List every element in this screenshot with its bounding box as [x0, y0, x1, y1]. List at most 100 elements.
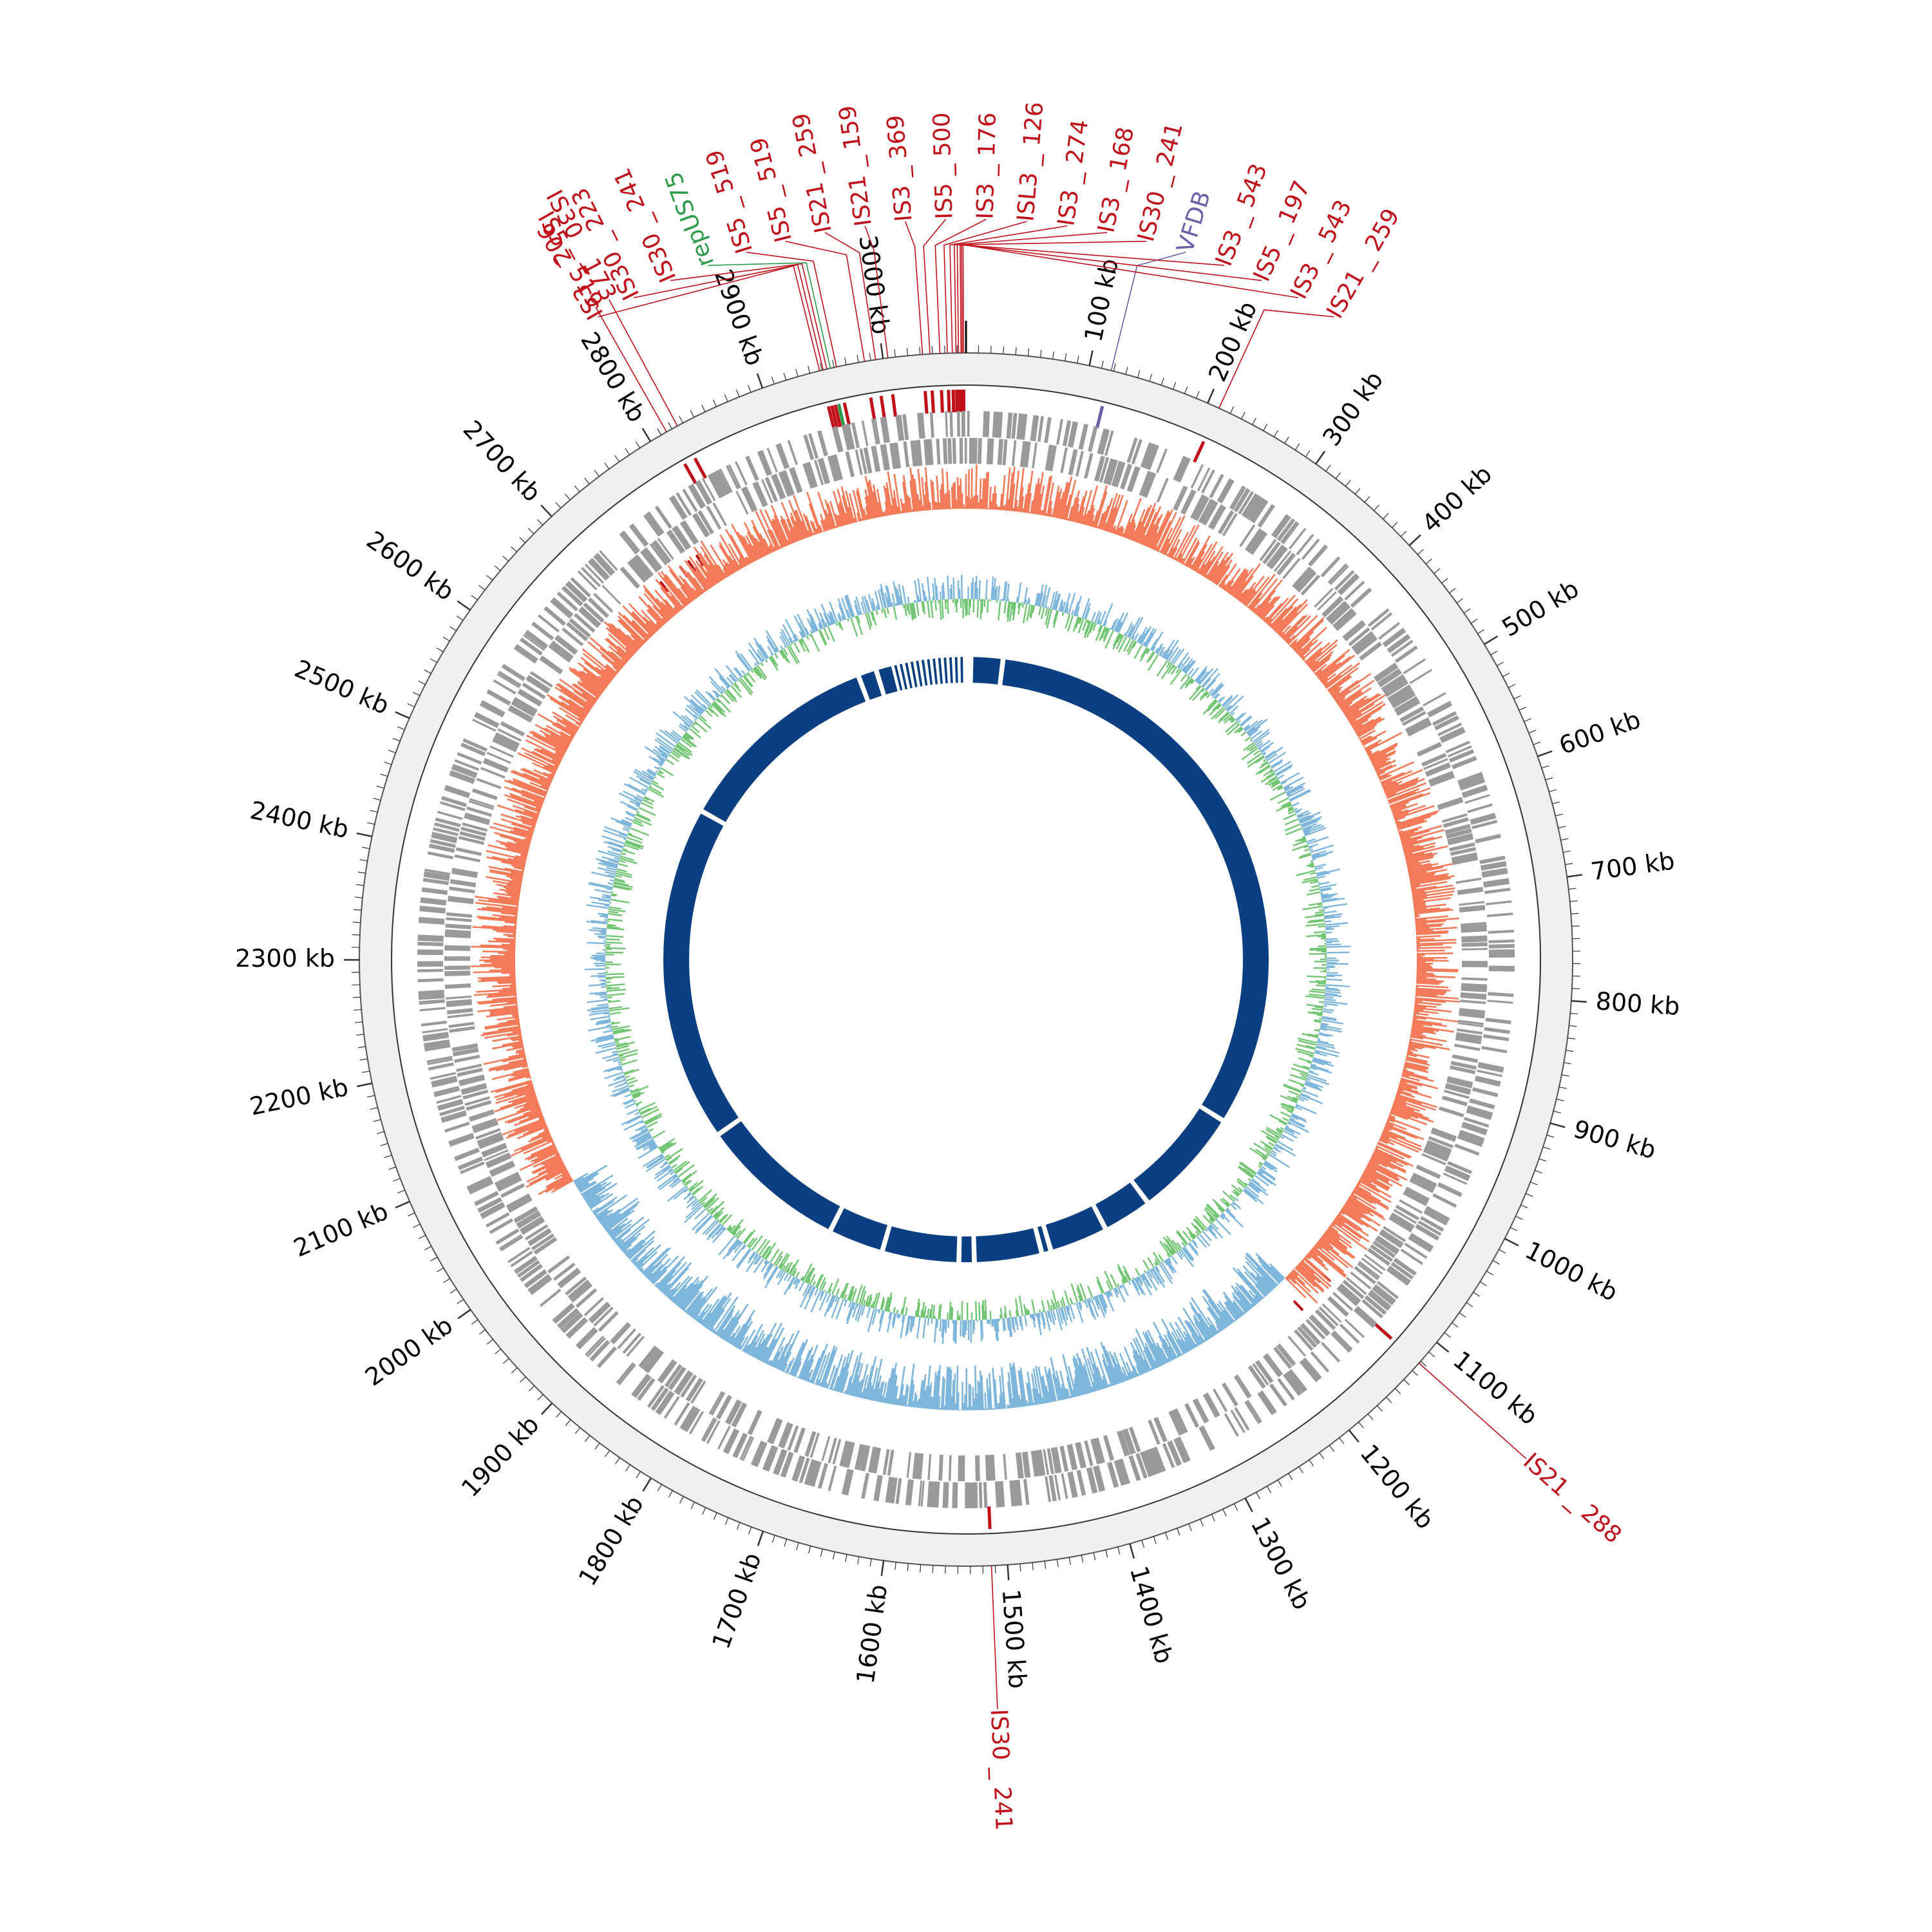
- gc-skew-bar: [1359, 739, 1362, 741]
- gc-content-bar: [1225, 721, 1238, 733]
- gc-content-bar: [1084, 621, 1092, 639]
- cds-feature: [832, 1439, 842, 1464]
- gc-content-bar: [607, 996, 612, 999]
- feature-marker: [1373, 1322, 1393, 1340]
- minor-tick: [1200, 1519, 1204, 1527]
- gc-content-bar: [1246, 743, 1256, 752]
- gc-skew-bar: [552, 723, 575, 737]
- minor-tick: [1077, 355, 1079, 364]
- cds-feature: [706, 506, 722, 530]
- gc-content-bar: [1305, 923, 1325, 927]
- cds-feature: [577, 1328, 598, 1350]
- gc-skew-bar: [582, 692, 596, 703]
- gc-skew-bar: [526, 734, 565, 756]
- gc-skew-bar: [700, 540, 726, 580]
- minor-tick: [471, 594, 478, 601]
- cds-feature: [841, 1468, 851, 1495]
- gc-skew-bar: [1412, 890, 1455, 898]
- gc-skew-bar: [630, 612, 654, 636]
- gc-content-bar: [1320, 893, 1329, 896]
- cds-feature: [764, 477, 779, 502]
- cds-feature: [1246, 1399, 1262, 1423]
- cds-feature: [1411, 1175, 1436, 1189]
- gc-skew-bar: [708, 564, 721, 582]
- gc-content-bar: [615, 1041, 620, 1045]
- cds-feature: [1437, 797, 1463, 809]
- gc-skew-bar: [1142, 511, 1158, 545]
- gc-skew-bar: [587, 1194, 604, 1206]
- gc-content-bar: [1306, 891, 1321, 896]
- gc-skew-bar: [1397, 819, 1425, 829]
- gc-content-bar: [1264, 750, 1276, 759]
- gc-content-bar: [1289, 789, 1311, 801]
- cds-feature: [1481, 863, 1507, 871]
- gc-content-bar: [735, 1248, 751, 1267]
- gc-content-bar: [1311, 1007, 1323, 1011]
- cds-feature: [433, 1087, 460, 1097]
- minor-tick: [724, 1517, 729, 1525]
- gc-skew-bar: [1416, 930, 1449, 934]
- gc-content-bar: [716, 1218, 719, 1222]
- gc-skew-bar: [860, 1392, 863, 1398]
- gc-skew-bar: [1321, 677, 1329, 684]
- minor-tick: [1273, 430, 1278, 437]
- gc-content-bar: [897, 1314, 900, 1320]
- gc-skew-bar: [977, 1380, 980, 1410]
- gc-skew-bar: [1224, 1295, 1242, 1318]
- gc-content-bar: [1075, 616, 1081, 629]
- gc-skew-bar: [1390, 792, 1431, 808]
- gc-skew-bar: [1372, 757, 1391, 768]
- gc-content-bar: [1156, 659, 1168, 677]
- minor-tick: [511, 1367, 518, 1374]
- cds-feature: [556, 591, 578, 612]
- gc-skew-bar: [1325, 1229, 1340, 1242]
- cds-feature: [528, 1274, 552, 1294]
- gc-content-bar: [1311, 1065, 1329, 1072]
- gc-content-bar: [1307, 1011, 1323, 1016]
- gc-skew-bar: [1161, 1344, 1171, 1362]
- gc-skew-bar: [893, 498, 897, 515]
- cds-feature: [451, 1043, 478, 1052]
- tick-label: 900 kb: [1570, 1115, 1659, 1165]
- cds-feature: [501, 663, 526, 681]
- gc-content-bar: [796, 1278, 800, 1283]
- gc-content-bar: [990, 576, 994, 600]
- gc-skew-bar: [1406, 1056, 1428, 1063]
- cds-feature: [526, 629, 549, 648]
- gc-content-bar: [712, 1227, 726, 1244]
- gc-skew-bar: [1407, 1048, 1419, 1052]
- cds-feature: [445, 784, 471, 795]
- gc-content-bar: [1055, 593, 1061, 611]
- gc-skew-bar: [1072, 498, 1080, 522]
- cds-feature: [540, 655, 564, 673]
- gc-content-bar: [688, 1182, 698, 1191]
- gc-skew-bar: [1414, 1004, 1437, 1009]
- gc-content-bar: [1130, 616, 1144, 639]
- gc-skew-bar: [1041, 1376, 1048, 1404]
- cds-feature: [743, 486, 758, 511]
- gc-skew-bar: [537, 713, 576, 736]
- major-tick: [395, 1200, 410, 1209]
- gc-content-bar: [1283, 813, 1296, 820]
- gc-content-bar: [691, 1200, 699, 1207]
- gc-skew-bar: [556, 719, 578, 733]
- gc-content-bar: [1309, 1070, 1314, 1073]
- tick-label: 2000 kb: [360, 1311, 458, 1391]
- cds-feature: [1459, 777, 1485, 789]
- gc-skew-bar: [1359, 1177, 1377, 1188]
- gc-skew-bar: [724, 1303, 749, 1341]
- gc-skew-bar: [1414, 1009, 1439, 1014]
- gc-content-bar: [1314, 1049, 1340, 1057]
- cds-feature: [1168, 1440, 1182, 1466]
- cds-feature: [1201, 1425, 1215, 1450]
- cds-feature: [1177, 457, 1191, 483]
- gc-skew-bar: [891, 1375, 898, 1405]
- gc-content-bar: [1133, 1278, 1144, 1294]
- cds-feature: [1355, 636, 1378, 656]
- gc-skew-bar: [492, 1035, 522, 1042]
- gc-skew-bar: [660, 1284, 668, 1293]
- gc-skew-bar: [1117, 526, 1122, 536]
- gc-skew-bar: [1150, 510, 1170, 549]
- gc-content-bar: [1295, 1104, 1299, 1108]
- gc-content-bar: [1123, 632, 1127, 636]
